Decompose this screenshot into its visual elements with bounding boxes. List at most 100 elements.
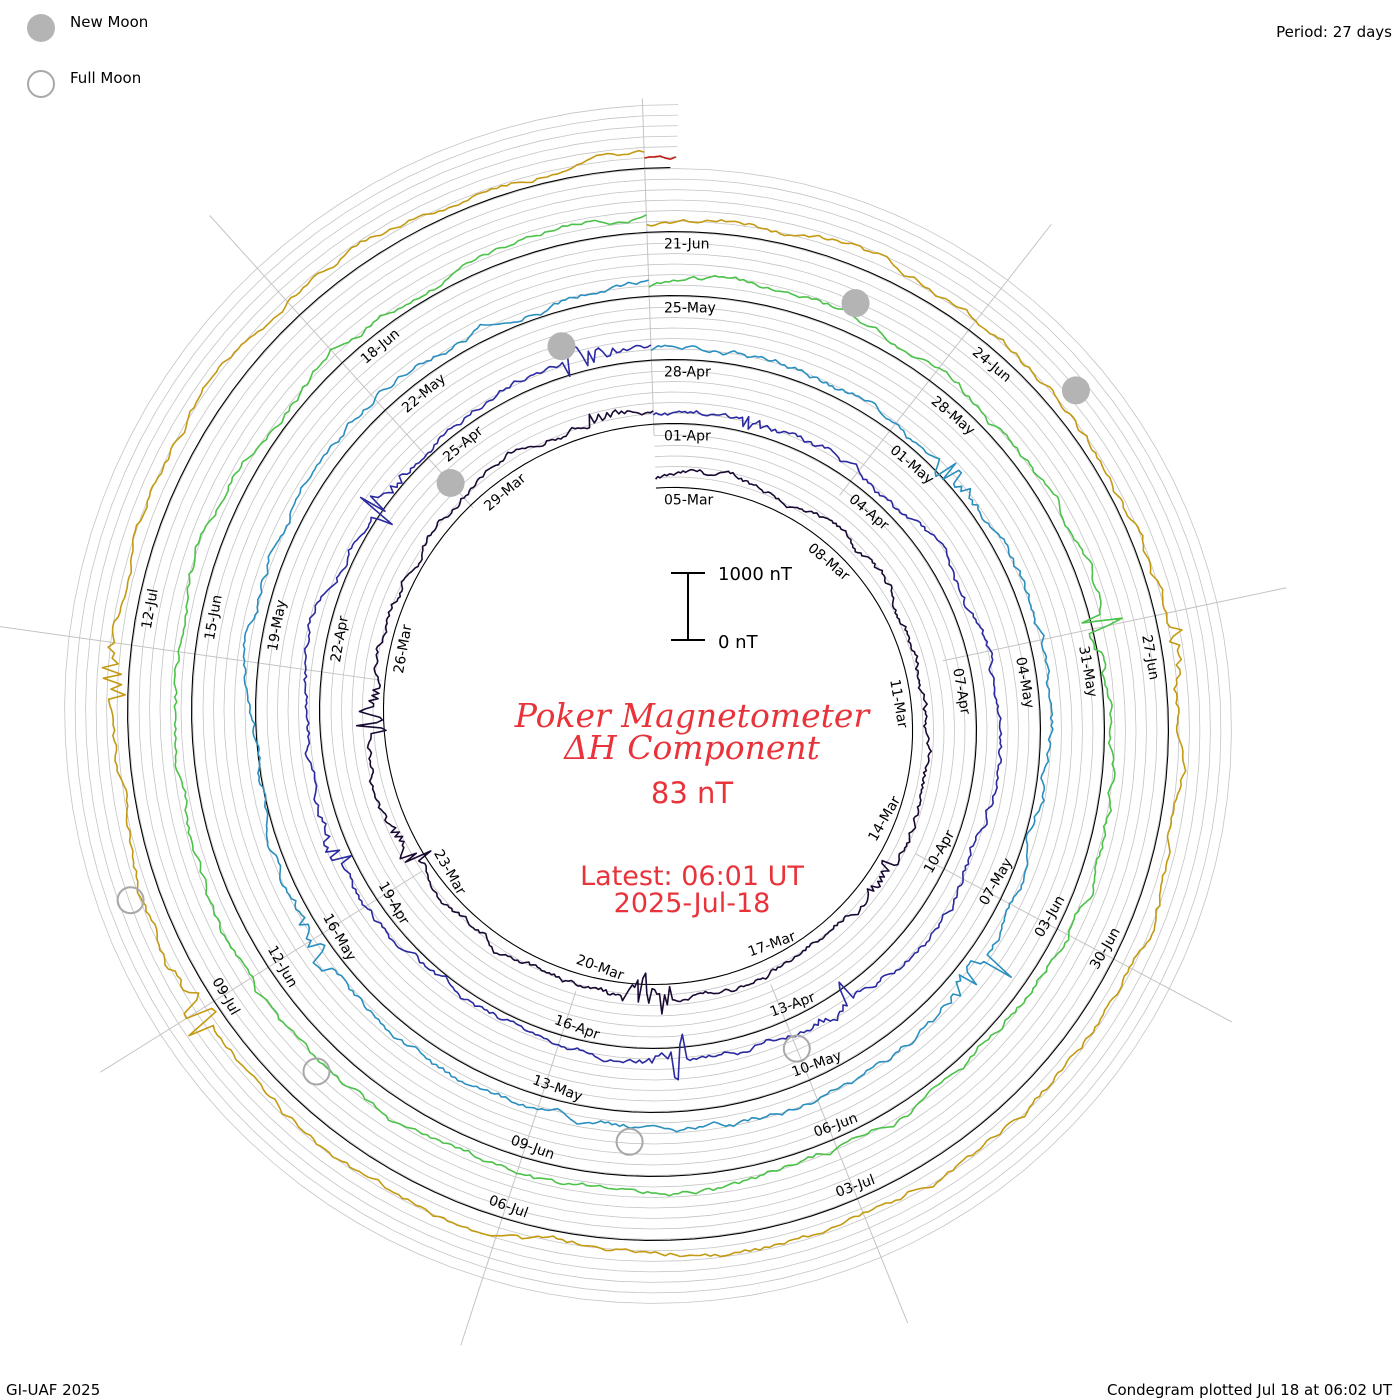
period-label: Period: 27 days <box>1276 23 1392 41</box>
spoke-line <box>100 870 423 1073</box>
series-trace <box>355 409 932 1015</box>
new-moon-icon <box>27 14 55 42</box>
grid-ring <box>95 136 1201 1273</box>
scale-top-label: 1000 nT <box>718 564 793 585</box>
date-label: 05-Mar <box>664 493 714 509</box>
grid-ring <box>213 253 1083 1155</box>
scale-bottom-label: 0 nT <box>718 632 759 653</box>
grid-ring <box>330 371 966 1038</box>
grid-ring <box>642 104 679 106</box>
date-label: 25-May <box>664 301 716 317</box>
spoke-line <box>460 991 577 1346</box>
full-moon-icon <box>116 886 145 915</box>
date-label: 15-Jun <box>202 594 226 642</box>
full-moon-icon <box>615 1127 644 1156</box>
grid-ring <box>362 402 934 1006</box>
grid-ring <box>116 157 1180 1252</box>
chart-subtitle: ΔH Component <box>562 728 821 767</box>
grid-ring <box>298 338 998 1070</box>
grid-ring <box>643 125 678 127</box>
legend-new-moon-label: New Moon <box>70 13 148 31</box>
grid-ring <box>74 115 1222 1294</box>
new-moon-icon <box>841 289 870 318</box>
grid-ring <box>180 221 1116 1188</box>
grid-ring <box>308 349 988 1060</box>
grid-ring <box>320 360 976 1048</box>
date-label: 12-Jul <box>139 587 162 630</box>
grid-ring <box>159 200 1137 1209</box>
series-baseline <box>318 359 978 1050</box>
grid-ring <box>149 189 1147 1219</box>
date-label: 07-May <box>976 855 1016 908</box>
grid-ring <box>277 317 1019 1091</box>
series-traces <box>101 149 1187 1258</box>
date-label: 27-Jun <box>1138 634 1162 682</box>
date-label: 28-Apr <box>664 365 711 381</box>
full-moon-icon <box>27 70 55 98</box>
date-label: 22-Apr <box>328 615 352 664</box>
series-trace <box>101 149 1187 1258</box>
date-label: 01-Apr <box>664 429 711 445</box>
series-trace <box>173 214 1123 1197</box>
grid-ring <box>106 146 1190 1262</box>
date-label: 03-Jul <box>834 1172 878 1201</box>
new-moon-icon <box>1061 376 1090 405</box>
latest-time: Latest: 06:01 UT <box>580 861 804 892</box>
grid-ring <box>266 307 1030 1102</box>
latest-date: 2025-Jul-18 <box>614 888 771 919</box>
new-moon-icon <box>547 332 576 361</box>
day-spokes <box>0 98 1287 1346</box>
date-label: 11-Mar <box>886 678 910 730</box>
grid-ring <box>128 168 1168 1240</box>
date-label: 17-Mar <box>746 928 798 960</box>
spoke-line <box>209 215 474 509</box>
date-label: 10-Apr <box>921 828 958 877</box>
date-label: 13-Apr <box>768 989 818 1020</box>
footer-credit: GI-UAF 2025 <box>6 1381 100 1399</box>
date-label: 14-Mar <box>865 793 904 844</box>
current-value: 83 nT <box>651 776 733 810</box>
spoke-line <box>839 223 1052 496</box>
series-baseline <box>127 167 1170 1241</box>
moon-markers <box>116 289 1090 1156</box>
grid-ring <box>256 296 1040 1112</box>
grid-ring <box>642 114 679 117</box>
legend-full-moon-label: Full Moon <box>70 69 141 87</box>
date-label: 06-Jun <box>812 1110 860 1141</box>
series-baseline <box>255 295 1042 1114</box>
full-moon-icon <box>782 1034 811 1063</box>
grid-ring <box>341 381 955 1027</box>
polar-grid <box>64 104 1232 1304</box>
series-baseline <box>644 167 671 169</box>
spoke-line <box>641 98 655 435</box>
spoke-line <box>942 587 1287 662</box>
legend: New Moon Full Moon <box>27 13 148 98</box>
grid-ring <box>202 243 1094 1166</box>
chart-title: Poker Magnetometer <box>514 696 872 735</box>
grid-ring <box>85 126 1211 1283</box>
grid-ring <box>351 392 945 1017</box>
grid-ring <box>192 232 1104 1176</box>
series-baselines <box>127 167 1170 1241</box>
grid-ring <box>138 179 1158 1230</box>
grid-ring <box>643 135 678 138</box>
spoke-line <box>0 626 382 681</box>
grid-ring <box>223 264 1073 1145</box>
series-trace <box>644 155 677 160</box>
series-trace <box>303 344 1003 1081</box>
new-moon-icon <box>436 469 465 497</box>
date-label: 21-Jun <box>664 237 710 253</box>
series-baseline <box>191 231 1106 1177</box>
scale-bar: 1000 nT 0 nT <box>671 564 793 653</box>
full-moon-icon <box>302 1057 331 1086</box>
grid-ring <box>643 146 678 148</box>
grid-ring <box>234 274 1062 1134</box>
grid-ring <box>170 210 1126 1198</box>
grid-ring <box>64 105 1232 1304</box>
series-baseline <box>382 423 914 986</box>
footer-plot-time: Condegram plotted Jul 18 at 06:02 UT <box>1107 1381 1393 1399</box>
spoke-line <box>915 853 1233 1023</box>
date-label: 07-Apr <box>949 667 973 716</box>
date-label: 24-Jun <box>969 344 1014 386</box>
